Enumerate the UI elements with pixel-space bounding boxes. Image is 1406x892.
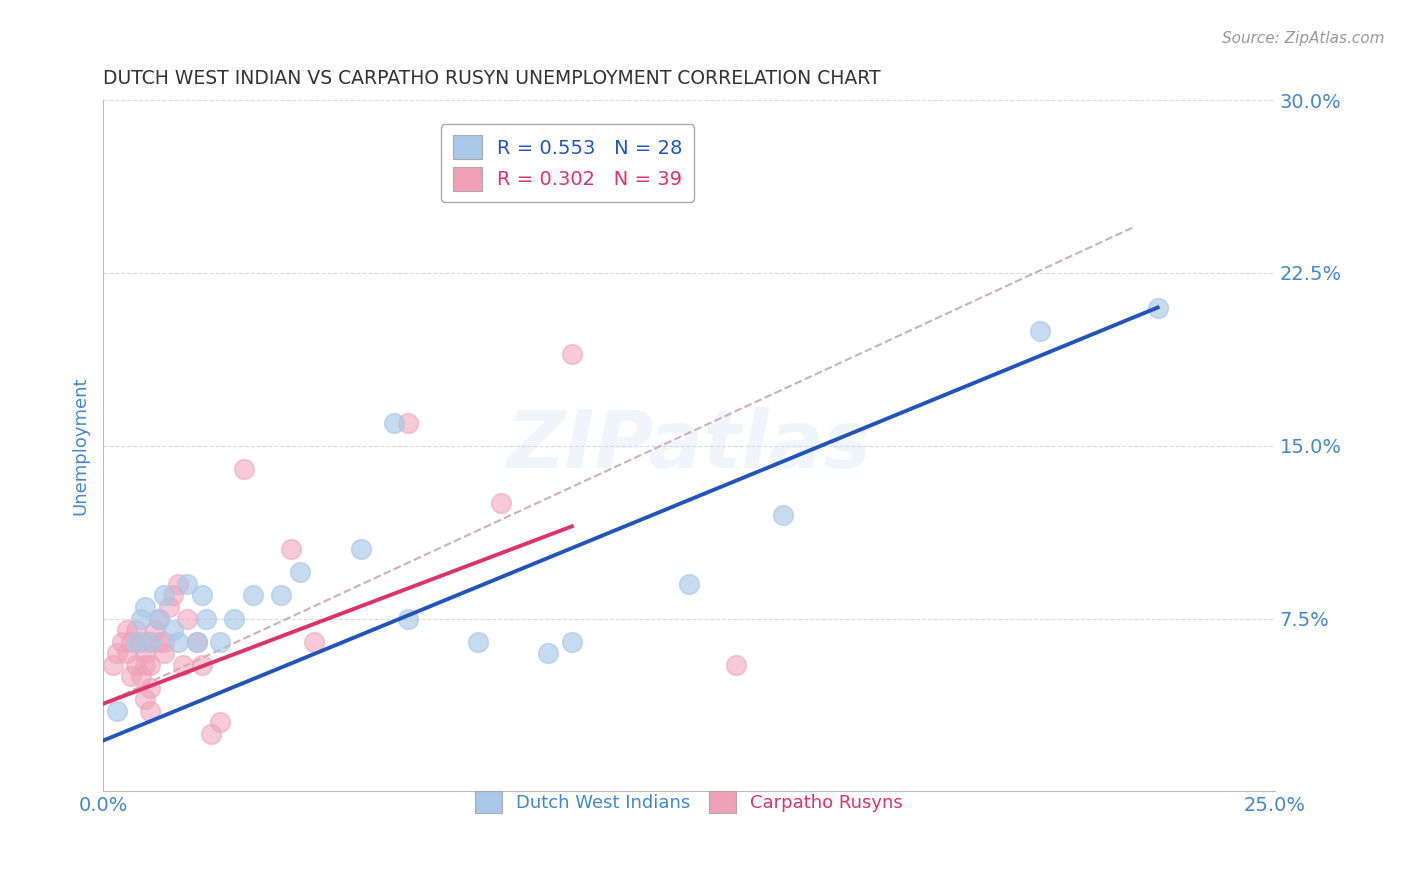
Point — [396, 611, 419, 625]
Point — [167, 634, 190, 648]
Y-axis label: Unemployment: Unemployment — [72, 376, 89, 515]
Point — [186, 634, 208, 648]
Point — [270, 589, 292, 603]
Point — [139, 634, 162, 648]
Point — [115, 623, 138, 637]
Point — [396, 416, 419, 430]
Point — [134, 599, 156, 614]
Point — [148, 611, 170, 625]
Point — [350, 542, 373, 557]
Point — [186, 634, 208, 648]
Point — [101, 657, 124, 672]
Point — [176, 611, 198, 625]
Point — [200, 727, 222, 741]
Point — [162, 623, 184, 637]
Point — [724, 657, 747, 672]
Point — [467, 634, 489, 648]
Point — [125, 634, 148, 648]
Point — [153, 646, 176, 660]
Point — [153, 589, 176, 603]
Point — [129, 611, 152, 625]
Point — [382, 416, 405, 430]
Point — [209, 634, 232, 648]
Point — [242, 589, 264, 603]
Point — [195, 611, 218, 625]
Legend: Dutch West Indians, Carpatho Rusyns: Dutch West Indians, Carpatho Rusyns — [464, 780, 914, 823]
Point — [491, 496, 513, 510]
Point — [561, 634, 583, 648]
Point — [139, 634, 162, 648]
Text: ZIPatlas: ZIPatlas — [506, 407, 872, 484]
Point — [1146, 301, 1168, 315]
Point — [120, 634, 142, 648]
Point — [129, 634, 152, 648]
Point — [176, 577, 198, 591]
Point — [209, 715, 232, 730]
Point — [105, 646, 128, 660]
Point — [537, 646, 560, 660]
Point — [148, 611, 170, 625]
Point — [678, 577, 700, 591]
Point — [232, 462, 254, 476]
Point — [190, 657, 212, 672]
Point — [172, 657, 194, 672]
Point — [302, 634, 325, 648]
Point — [120, 669, 142, 683]
Point — [105, 704, 128, 718]
Point — [134, 646, 156, 660]
Point — [134, 692, 156, 706]
Point — [139, 704, 162, 718]
Point — [125, 657, 148, 672]
Point — [167, 577, 190, 591]
Point — [561, 346, 583, 360]
Point — [143, 623, 166, 637]
Point — [148, 634, 170, 648]
Point — [190, 589, 212, 603]
Text: DUTCH WEST INDIAN VS CARPATHO RUSYN UNEMPLOYMENT CORRELATION CHART: DUTCH WEST INDIAN VS CARPATHO RUSYN UNEM… — [103, 69, 880, 87]
Point — [129, 669, 152, 683]
Point — [162, 589, 184, 603]
Point — [115, 646, 138, 660]
Point — [280, 542, 302, 557]
Point — [288, 566, 311, 580]
Point — [134, 657, 156, 672]
Point — [111, 634, 134, 648]
Point — [772, 508, 794, 522]
Point — [157, 599, 180, 614]
Text: Source: ZipAtlas.com: Source: ZipAtlas.com — [1222, 31, 1385, 46]
Point — [153, 634, 176, 648]
Point — [224, 611, 246, 625]
Point — [139, 657, 162, 672]
Point — [1029, 324, 1052, 338]
Point — [125, 623, 148, 637]
Point — [139, 681, 162, 695]
